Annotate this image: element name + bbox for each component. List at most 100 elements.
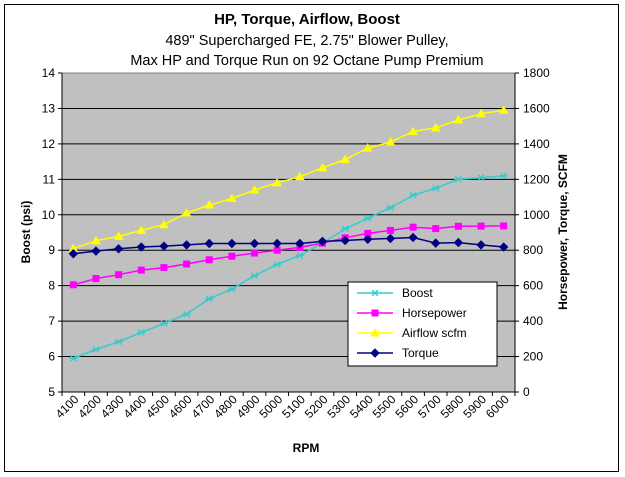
data-point-horsepower [115,271,123,279]
x-tick-label: 5000 [257,392,286,421]
x-tick-label: 5600 [392,392,421,421]
data-point-airflow-scfm [181,207,192,217]
data-point-boost [409,191,418,199]
y-right-tick-label: 1400 [523,137,550,151]
x-tick-label: 5700 [415,392,444,421]
data-point-torque [385,233,396,244]
data-point-boost [431,184,440,192]
marker-stroke [92,346,100,353]
data-point-horsepower [500,222,508,230]
marker-stroke [273,260,281,268]
data-point-horsepower [160,264,168,272]
marker-stroke [409,191,417,199]
x-tick-label: 4600 [166,392,195,421]
y-left-tick-label: 13 [42,101,56,115]
y-right-tick-label: 1600 [523,101,550,115]
data-point-torque [136,242,146,252]
legend-label-torque: Torque [402,346,439,360]
x-tick-label: 4100 [53,392,82,421]
data-point-torque [340,235,350,246]
marker-stroke [477,174,485,182]
marker-stroke [386,204,394,212]
data-point-torque [249,238,260,249]
legend-label-horsepower: Horsepower [402,306,467,320]
data-point-horsepower [137,266,145,274]
data-point-horsepower [183,260,191,268]
legend-marker-horsepower [371,309,379,317]
x-tick-label: 5100 [279,392,308,421]
y-axis-left-title: Boost (psi) [19,201,33,264]
series-line-horsepower [73,225,504,286]
marker-stroke [228,285,236,293]
y-right-tick-label: 800 [523,243,543,257]
series-line-airflow-scfm [73,109,504,250]
data-point-boost [386,204,395,212]
gridlines [62,107,515,358]
y-right-tick-label: 1200 [523,172,550,186]
y-right-tick-label: 1000 [523,208,550,222]
data-point-boost [454,175,463,183]
chart-title: HP, Torque, Airflow, Boost [214,11,400,28]
data-point-boost [159,320,168,328]
marker-stroke [364,214,372,222]
x-tick-label: 4400 [121,392,150,421]
data-point-airflow-scfm [159,219,169,229]
x-tick-label: 5200 [302,392,331,421]
y-left-tick-label: 6 [48,350,55,364]
data-point-boost [250,272,259,280]
data-point-horsepower [432,225,440,233]
data-point-boost [137,328,146,336]
legend-label-boost: Boost [402,286,433,300]
data-point-horsepower [477,222,485,230]
data-point-boost [341,225,350,233]
data-point-torque [317,236,328,247]
data-point-airflow-scfm [204,200,215,209]
data-point-boost [295,252,304,259]
data-point-airflow-scfm [385,137,396,146]
data-point-boost [273,260,282,268]
marker-stroke [160,320,168,328]
x-tick-label: 5500 [370,392,399,421]
data-point-airflow-scfm [317,162,328,172]
data-point-airflow-scfm [498,105,509,114]
marker-stroke [500,172,508,180]
data-point-torque [431,238,441,248]
y-left-tick-label: 7 [48,314,55,328]
data-point-boost [91,346,100,353]
data-point-horsepower [454,222,462,230]
data-point-torque [408,232,418,243]
data-point-torque [181,240,192,250]
data-point-horsepower [228,252,236,260]
y-left-tick-label: 12 [42,137,56,151]
x-tick-label: 4800 [211,392,240,421]
data-point-horsepower [205,256,213,264]
data-point-torque [68,249,79,259]
data-point-airflow-scfm [453,114,464,124]
x-tick-label: 4200 [75,392,104,421]
data-point-airflow-scfm [430,122,441,132]
data-point-torque [272,238,282,249]
data-point-torque [498,242,509,252]
x-tick-label: 4900 [234,392,263,421]
data-point-boost [363,214,372,222]
marker-stroke [251,272,258,280]
data-point-horsepower [92,275,100,283]
marker-stroke [115,338,123,346]
data-point-airflow-scfm [476,108,486,118]
x-tick-label: 5400 [347,392,376,421]
marker-stroke [205,295,213,303]
x-tick-label: 4700 [189,392,218,421]
legend-label-airflow-scfm: Airflow scfm [402,326,467,340]
x-tick-label: 5300 [324,392,353,421]
data-point-torque [91,246,101,256]
series-layer [68,105,509,362]
legend-marker-boost [371,289,379,297]
data-point-airflow-scfm [272,177,283,187]
data-point-boost [182,310,191,318]
x-axis-title: RPM [293,441,320,455]
data-point-boost [499,172,508,180]
y-right-tick-label: 1800 [523,66,550,80]
data-point-horsepower [251,249,259,257]
y-right-tick-label: 600 [523,279,543,293]
